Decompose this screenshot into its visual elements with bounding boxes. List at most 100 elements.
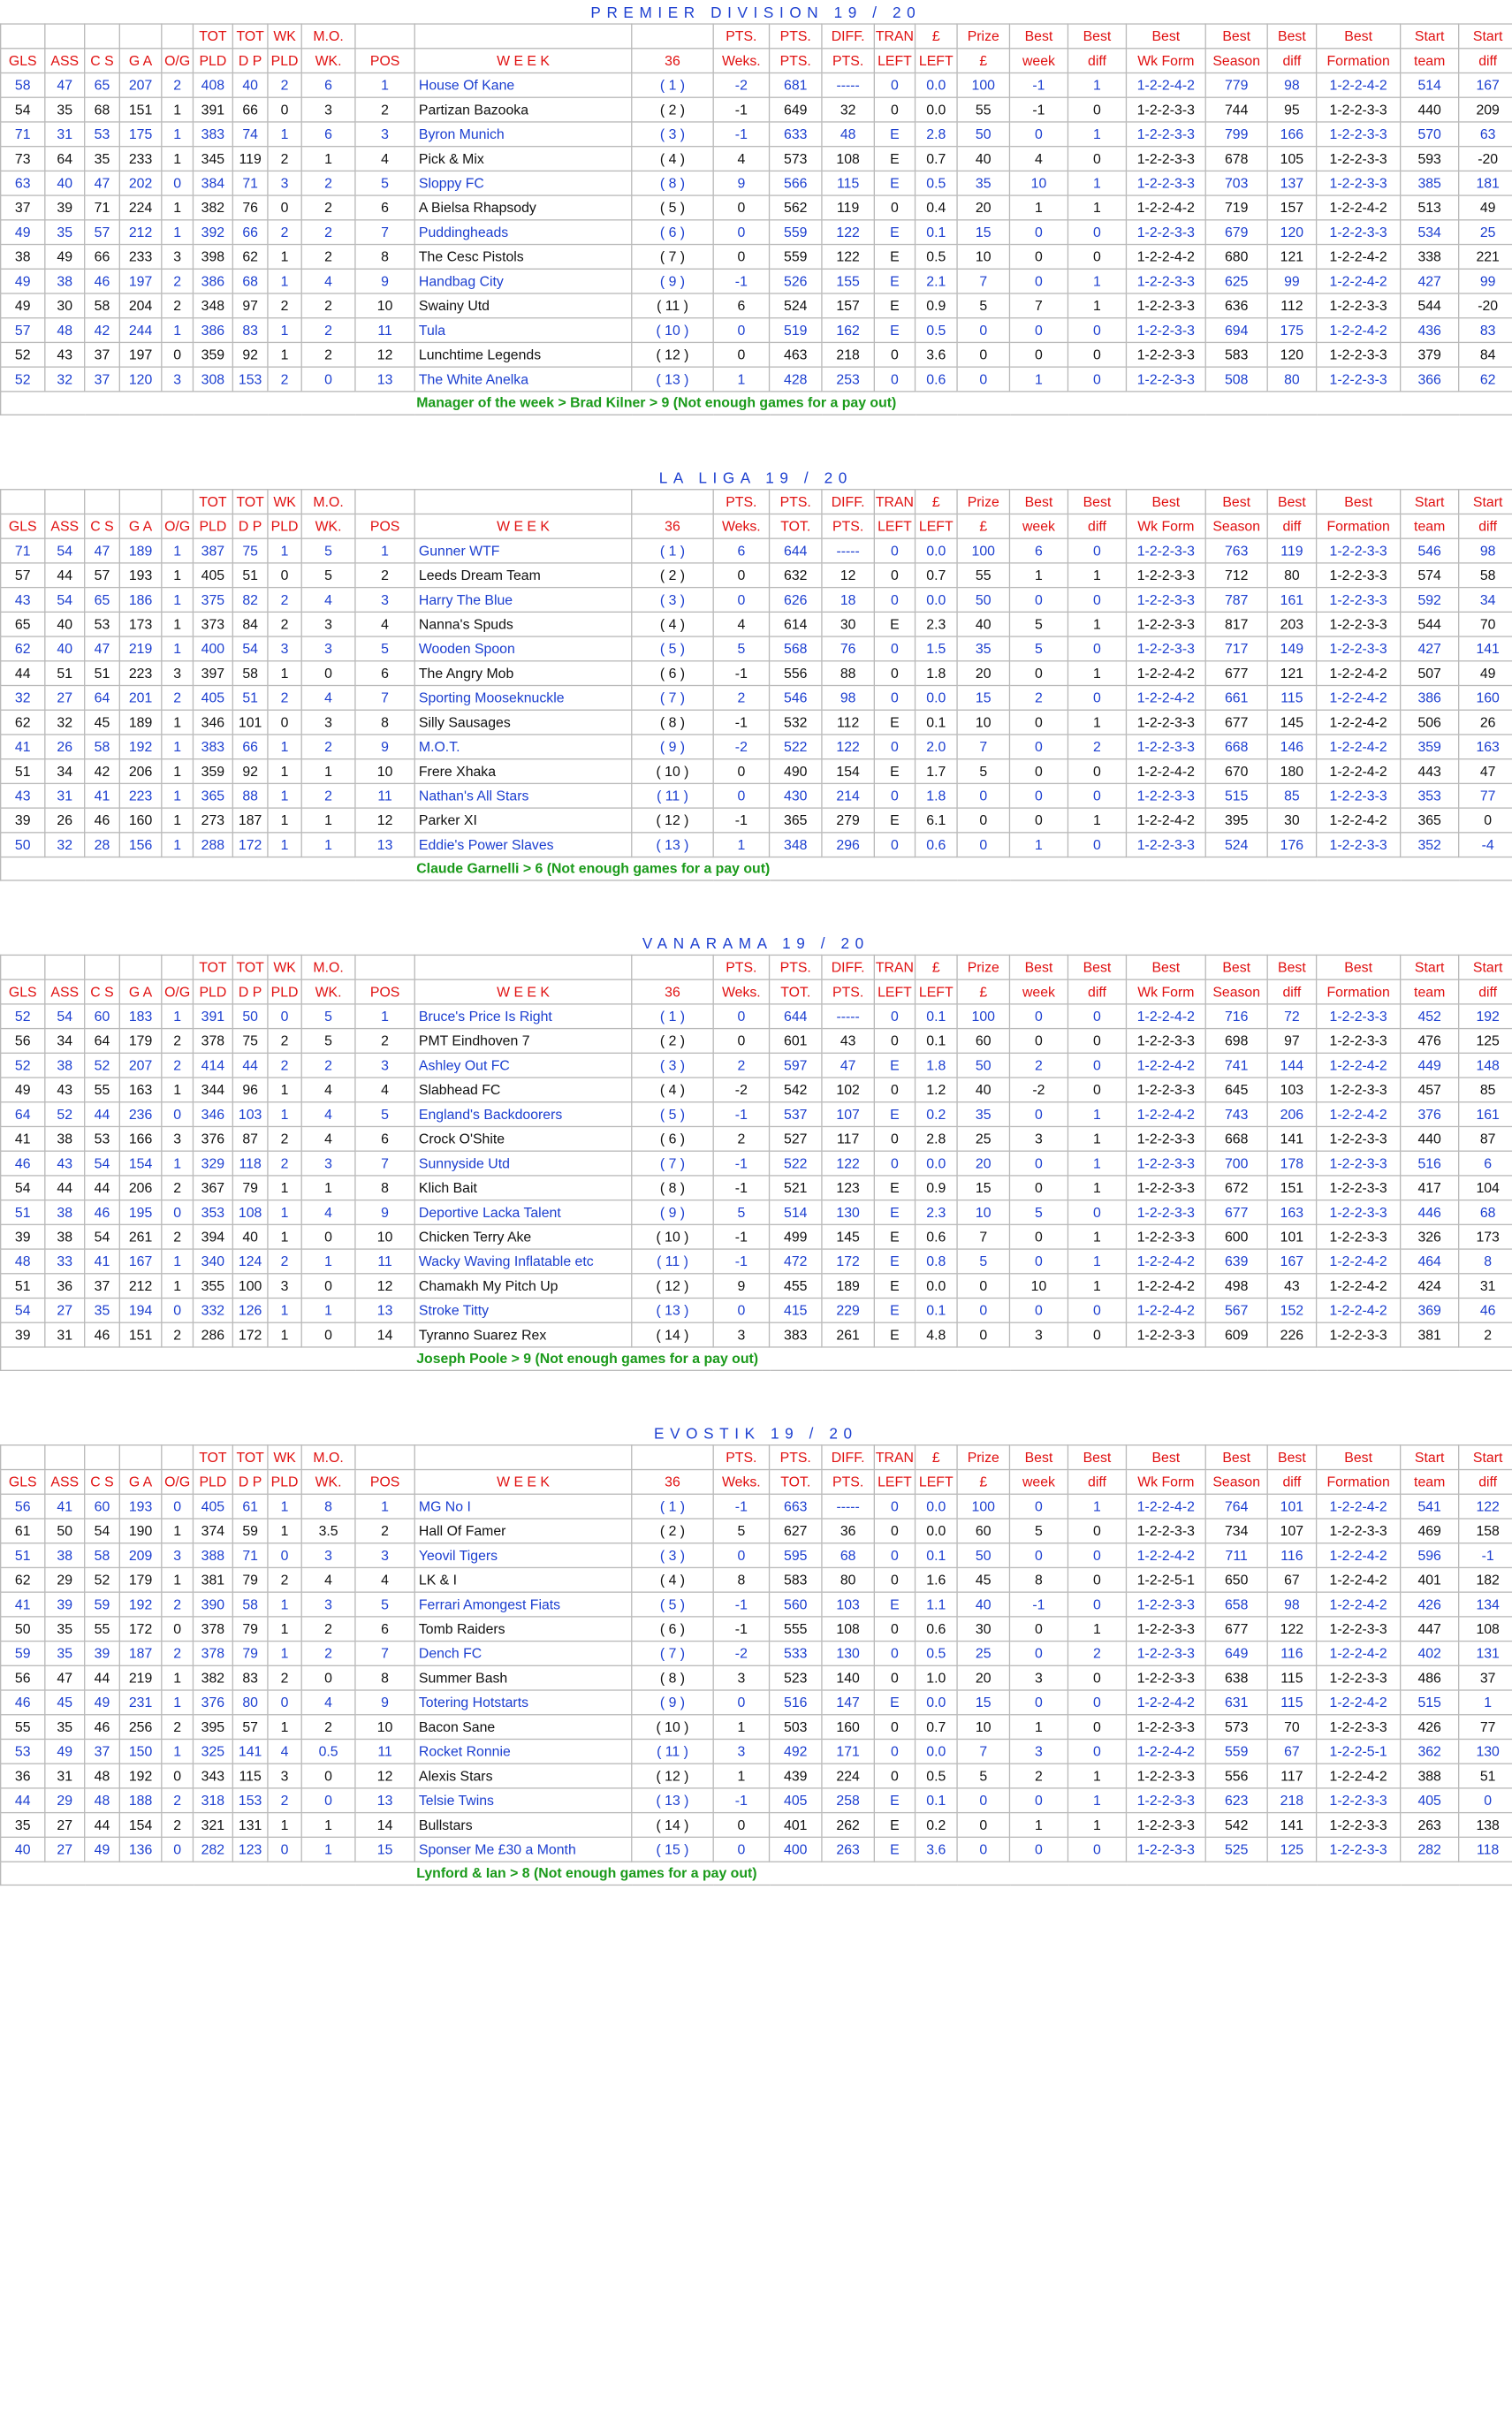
table-cell: ( 13 ) (631, 366, 714, 392)
table-cell: 173 (1458, 1223, 1512, 1250)
column-header: O/G (161, 1468, 194, 1495)
table-cell: 1 (712, 366, 771, 392)
table-row: 53 49 37 150 1 325 141 4 0.5 11 Rocket Ronnie( 11 … (0, 1738, 1512, 1764)
table-cell: 212 (118, 219, 163, 246)
table-cell: 1 (712, 832, 771, 858)
column-header (354, 23, 415, 50)
table-cell: 1 (1067, 1616, 1128, 1642)
table-cell: 122 (821, 734, 876, 760)
table-row: 49 43 55 163 1 344 96 1 4 4 Slabhead FC( 4 ) -2 542 1… (0, 1077, 1512, 1103)
table-cell: 97 (1266, 1027, 1318, 1054)
table-cell: 67 (1266, 1738, 1318, 1764)
table-cell: 2 (354, 96, 415, 123)
column-header: Best (1125, 489, 1206, 515)
column-header (118, 489, 163, 515)
table-cell: 71 (232, 1543, 269, 1569)
table-cell: 405 (768, 1787, 823, 1814)
table-cell: 595 (768, 1543, 823, 1569)
column-header (44, 954, 86, 980)
column-header: LEFT (873, 513, 916, 539)
table-cell: 2 (354, 1027, 415, 1054)
table-cell: 378 (192, 1616, 233, 1642)
table-cell: 2 (300, 1052, 356, 1078)
table-cell: 1.2 (914, 1077, 958, 1103)
table-cell: E (873, 170, 916, 196)
table-cell: 6 (1458, 1150, 1512, 1177)
table-cell: 35 (956, 1101, 1011, 1128)
table-cell: 100 (956, 1493, 1011, 1520)
team-name: Yeovil Tigers (414, 1543, 633, 1569)
table-cell: 48 (44, 317, 86, 344)
table-cell: 2.1 (914, 268, 958, 294)
table-row: 57 44 57 193 1 405 51 0 5 2 Leeds Dream Team( 2 ) 0… (0, 562, 1512, 589)
table-cell: 0 (1008, 1003, 1069, 1030)
table-cell: 31 (44, 1322, 86, 1348)
column-header: PLD (267, 48, 302, 74)
table-cell: 5 (956, 1248, 1011, 1275)
table-cell: 743 (1204, 1101, 1268, 1128)
table-cell: 1-2-2-4-2 (1125, 807, 1206, 834)
table-cell: -1 (712, 709, 771, 735)
table-cell: 176 (1266, 832, 1318, 858)
table-cell: 1 (161, 611, 194, 637)
table-cell: 1-2-2-4-2 (1315, 1689, 1402, 1716)
table-cell: 1-2-2-4-2 (1315, 684, 1402, 711)
table-cell: 45 (956, 1566, 1011, 1593)
table-cell: 542 (1204, 1811, 1268, 1839)
table-cell: 39 (84, 1640, 120, 1666)
table-cell: 0 (873, 1616, 916, 1642)
column-header: diff (1458, 979, 1512, 1005)
evostik-section: EVOSTIK 19 / 20 TOT TOT WK M.O. PTS. PTS. DIFF.… (0, 1421, 1512, 1886)
column-header: PTS. (712, 954, 771, 980)
table-cell: 0 (161, 1836, 194, 1863)
header-row: TOT TOT WK M.O. PTS. PTS. DIFF. TRAN £ Prize Best B… (0, 489, 1512, 515)
column-header: O/G (161, 48, 194, 74)
table-cell: 4 (354, 146, 415, 172)
column-header: TOT (192, 489, 233, 515)
table-cell: 1-2-2-3-3 (1125, 1616, 1206, 1642)
table-cell: 209 (118, 1543, 163, 1569)
column-header: Best (1067, 1444, 1128, 1471)
table-cell: 1-2-2-3-3 (1315, 96, 1402, 123)
table-cell: 1-2-2-4-2 (1125, 1003, 1206, 1030)
table-cell: 1-2-2-4-2 (1125, 660, 1206, 687)
table-cell: 1-2-2-3-3 (1125, 537, 1206, 564)
table-cell: 181 (1458, 170, 1512, 196)
table-cell: ( 3 ) (631, 586, 714, 613)
table-cell: 2 (712, 1052, 771, 1078)
column-header: team (1400, 48, 1460, 74)
table-cell: 0 (1067, 684, 1128, 711)
column-header: week (1008, 979, 1069, 1005)
table-cell: 2 (161, 72, 194, 98)
column-header (161, 1444, 194, 1471)
table-cell: 1-2-2-3-3 (1315, 1616, 1402, 1642)
table-cell: 84 (1458, 341, 1512, 368)
table-cell: 31 (44, 782, 86, 809)
column-header: C S (84, 513, 120, 539)
table-cell: 5 (300, 1003, 356, 1030)
table-cell: 0 (1067, 366, 1128, 392)
table-cell: 77 (1458, 1714, 1512, 1741)
table-cell: 20 (956, 660, 1011, 687)
column-header (414, 1444, 633, 1471)
table-cell: 764 (1204, 1493, 1268, 1520)
table-cell: 649 (1204, 1640, 1268, 1666)
table-cell: ( 12 ) (631, 1763, 714, 1789)
la-liga-table: TOT TOT WK M.O. PTS. PTS. DIFF. TRAN £ Prize Best B… (0, 489, 1512, 881)
table-cell: 2 (300, 293, 356, 319)
premier-division-section: PREMIER DIVISION 19 / 20 TOT TOT WK M.O. PTS.… (0, 0, 1512, 415)
table-cell: 38 (44, 268, 86, 294)
table-cell: 0 (1008, 807, 1069, 834)
table-cell: 365 (192, 782, 233, 809)
column-header: week (1008, 48, 1069, 74)
table-cell: 166 (1266, 121, 1318, 148)
table-cell: 32 (821, 96, 876, 123)
table-cell: 119 (232, 146, 269, 172)
table-cell: 0 (1067, 317, 1128, 344)
table-cell: 1 (1067, 1787, 1128, 1814)
table-cell: 1 (161, 219, 194, 246)
table-cell: 122 (821, 1150, 876, 1177)
column-header: diff (1266, 1468, 1318, 1495)
table-cell: 614 (768, 611, 823, 637)
